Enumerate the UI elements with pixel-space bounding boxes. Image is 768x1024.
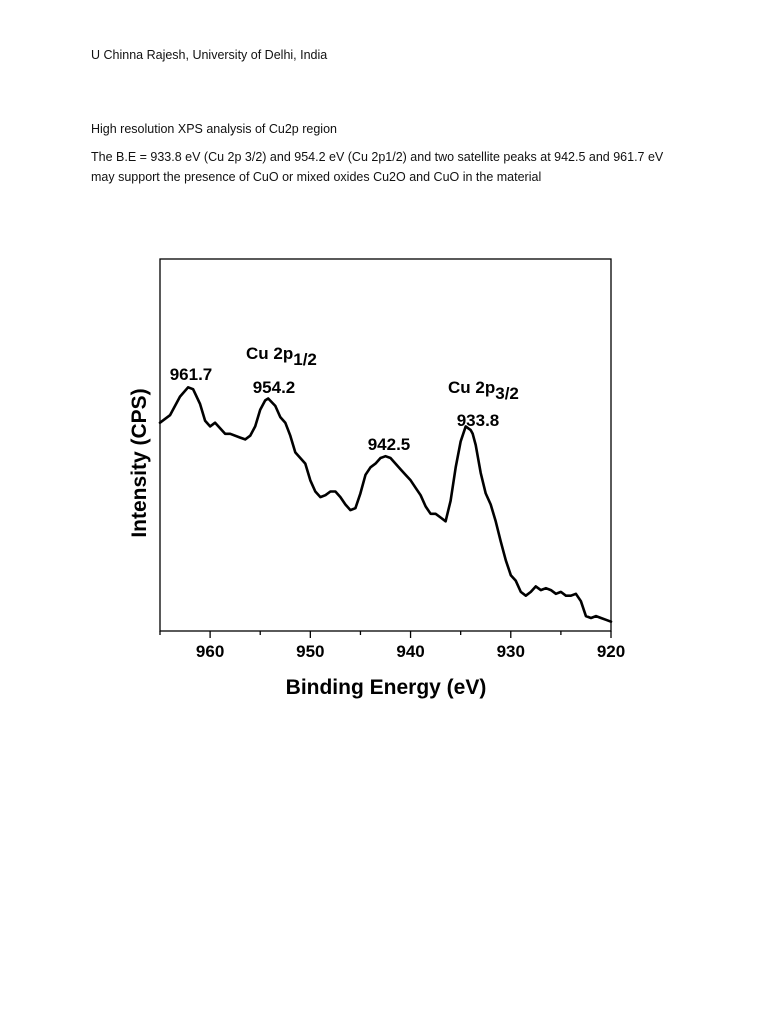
peak-value-label-954-2: 954.2 <box>253 378 296 397</box>
y-axis-label: Intensity (CPS) <box>128 388 151 537</box>
peak-name-main: Cu 2p <box>246 344 293 363</box>
x-axis-ticks <box>159 631 612 638</box>
description-line-2: may support the presence of CuO or mixed… <box>91 170 542 184</box>
x-tick-label: 920 <box>597 642 625 661</box>
peak-name-subscript: 1/2 <box>293 350 317 369</box>
peak-name-main: Cu 2p <box>448 378 495 397</box>
peak-value-label-961-7: 961.7 <box>170 365 213 384</box>
peak-name-label-cu-2p-1-2: Cu 2p1/2 <box>246 344 317 369</box>
peak-value-label-942-5: 942.5 <box>368 435 411 454</box>
author-line: U Chinna Rajesh, University of Delhi, In… <box>91 48 328 62</box>
x-tick-label: 950 <box>296 642 324 661</box>
description-line-1: The B.E = 933.8 eV (Cu 2p 3/2) and 954.2… <box>91 150 664 164</box>
x-tick-label: 940 <box>396 642 424 661</box>
plot-frame <box>159 258 612 632</box>
section-heading: High resolution XPS analysis of Cu2p reg… <box>91 122 337 136</box>
x-tick-label: 930 <box>497 642 525 661</box>
peak-value-label-933-8: 933.8 <box>457 411 500 430</box>
x-axis-tick-labels: 960 950 940 930 920 <box>196 642 625 661</box>
x-tick-label: 960 <box>196 642 224 661</box>
peak-name-label-cu-2p-3-2: Cu 2p3/2 <box>448 378 519 403</box>
spectrum-line <box>158 386 613 623</box>
peak-name-subscript: 3/2 <box>495 384 519 403</box>
x-axis-label: Binding Energy (eV) <box>286 676 487 699</box>
